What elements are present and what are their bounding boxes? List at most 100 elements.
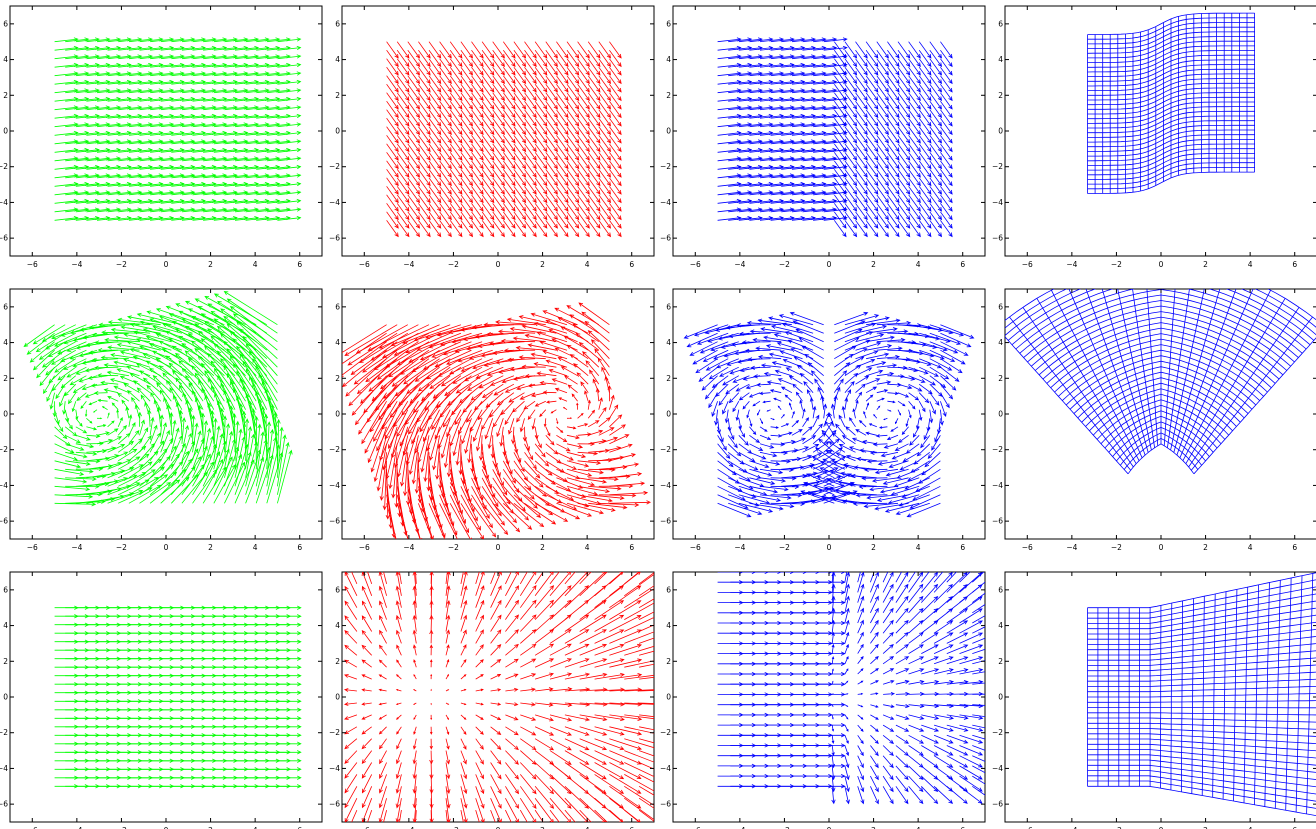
y-tick-label: 0	[3, 693, 8, 702]
quiver-arrow	[883, 549, 893, 573]
quiver-arrow	[921, 549, 937, 573]
y-tick-label: −2	[992, 445, 1003, 454]
x-tick-label: −6	[1022, 543, 1033, 552]
axes-frame	[342, 572, 654, 822]
quiver-arrow	[520, 542, 536, 572]
y-tick-label: 6	[3, 585, 8, 594]
y-tick-label: −2	[660, 162, 671, 171]
subplot-r3c4: −6−4−20246−6−4−20246	[992, 571, 1316, 829]
quiver-arrow	[328, 631, 342, 644]
quiver-arrow	[328, 601, 342, 619]
y-tick-label: −4	[0, 764, 8, 773]
quiver-arrow	[639, 557, 675, 584]
x-tick-label: 0	[1159, 543, 1164, 552]
x-tick-label: 0	[827, 543, 832, 552]
x-tick-label: −6	[27, 543, 38, 552]
y-tick-label: 6	[3, 19, 8, 28]
y-tick-label: −2	[660, 445, 671, 454]
x-tick-label: 4	[916, 260, 921, 269]
x-tick-label: 4	[916, 543, 921, 552]
y-tick-label: −6	[329, 517, 340, 526]
y-tick-label: 4	[666, 338, 671, 347]
quiver-arrow	[379, 822, 387, 829]
subplot-r3c3: −6−4−20246−6−4−20246	[660, 549, 1012, 829]
y-tick-label: 2	[666, 374, 671, 383]
quiver-arrow	[461, 822, 468, 829]
axes-frame	[1005, 289, 1316, 539]
x-tick-label: −2	[116, 260, 127, 269]
x-tick-label: 0	[496, 543, 501, 552]
quiver-arrow	[947, 549, 967, 572]
quiver-arrow	[328, 702, 342, 705]
quiver-arrow	[654, 542, 693, 572]
x-tick-label: −4	[734, 260, 745, 269]
x-tick-label: 6	[629, 543, 634, 552]
y-tick-label: 2	[335, 657, 340, 666]
y-tick-label: 0	[666, 127, 671, 136]
y-tick-label: 4	[666, 55, 671, 64]
x-tick-label: 2	[871, 260, 876, 269]
quiver-arrow	[430, 542, 434, 572]
x-tick-label: −2	[116, 543, 127, 552]
y-tick-label: 2	[998, 91, 1003, 100]
y-tick-label: −4	[329, 764, 340, 773]
quiver-arrow	[328, 751, 342, 764]
quiver-arrow	[328, 688, 342, 691]
y-tick-label: −2	[329, 162, 340, 171]
quiver-arrow	[972, 549, 996, 572]
y-tick-label: 6	[335, 19, 340, 28]
y-tick-label: 2	[335, 374, 340, 383]
y-tick-label: 6	[335, 302, 340, 311]
x-tick-label: 4	[585, 260, 590, 269]
x-tick-label: −6	[359, 543, 370, 552]
x-tick-label: −6	[690, 543, 701, 552]
x-tick-label: 6	[1292, 543, 1297, 552]
quiver-arrow	[595, 542, 624, 572]
y-tick-label: 6	[998, 302, 1003, 311]
x-tick-label: 6	[960, 543, 965, 552]
y-tick-label: 6	[666, 302, 671, 311]
y-tick-label: 4	[335, 621, 340, 630]
quiver-arrow	[832, 549, 836, 573]
quiver-arrow	[476, 822, 485, 829]
y-tick-label: 6	[3, 302, 8, 311]
quiver-arrow	[580, 822, 606, 829]
subplot-r1c2: −6 −4 −2 0 2 4 6−6−4−20246	[329, 6, 654, 269]
subplot-r1c3: −6 −4 −2 0 2 4 6−6−4−20246	[660, 6, 985, 269]
x-tick-label: −2	[1111, 543, 1122, 552]
y-tick-label: −6	[660, 517, 671, 526]
quiver-arrow	[654, 822, 693, 829]
x-tick-label: 4	[1248, 260, 1253, 269]
y-tick-label: 2	[335, 91, 340, 100]
y-tick-label: 0	[998, 127, 1003, 136]
x-tick-label: 0	[827, 260, 832, 269]
x-tick-label: −2	[448, 260, 459, 269]
quiver-arrow	[328, 822, 342, 829]
y-tick-label: 0	[335, 693, 340, 702]
y-tick-label: 6	[998, 19, 1003, 28]
y-tick-label: −6	[992, 234, 1003, 243]
y-tick-label: 0	[335, 410, 340, 419]
subplot-r3c2: −6−4−20246−6−4−20246	[328, 542, 694, 829]
x-tick-label: 2	[871, 543, 876, 552]
y-tick-label: −6	[0, 800, 8, 809]
y-tick-label: −4	[329, 481, 340, 490]
subplot-r1c4: −6 −4 −2 0 2 4 6−6−4−20246	[992, 6, 1316, 269]
quiver-arrow	[934, 549, 952, 572]
quiver-arrow	[345, 543, 357, 572]
quiver-arrow	[328, 646, 342, 656]
y-tick-label: −2	[992, 162, 1003, 171]
y-tick-label: −4	[992, 198, 1003, 207]
y-tick-label: 4	[3, 338, 8, 347]
y-tick-label: −2	[0, 445, 8, 454]
quiver-arrow	[580, 542, 606, 572]
quiver-arrow	[461, 542, 468, 572]
x-tick-label: 2	[540, 543, 545, 552]
x-tick-label: 4	[253, 543, 258, 552]
subplot-r2c2: −6 −4 −2 0 2 4 6−6−4−20246	[329, 289, 654, 556]
quiver-arrow	[909, 549, 923, 573]
y-tick-label: −2	[0, 162, 8, 171]
x-tick-label: −6	[359, 260, 370, 269]
x-tick-label: 2	[208, 543, 213, 552]
quiver-arrow	[550, 822, 571, 829]
